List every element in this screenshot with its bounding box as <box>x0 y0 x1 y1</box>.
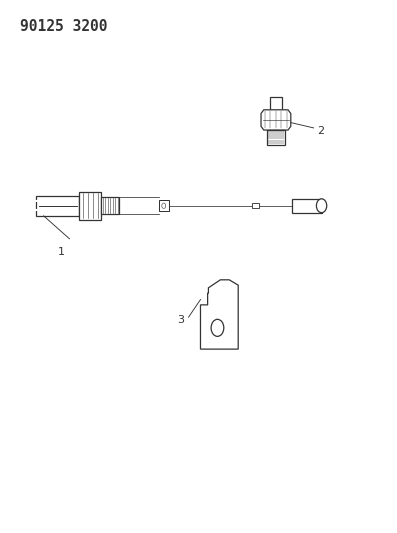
Bar <box>252 203 259 208</box>
Text: 90125 3200: 90125 3200 <box>20 19 107 34</box>
Bar <box>79 192 101 220</box>
Text: 1: 1 <box>58 247 65 257</box>
Circle shape <box>162 203 166 208</box>
Bar <box>270 97 282 112</box>
Bar <box>292 199 322 213</box>
Bar <box>36 196 79 216</box>
Bar <box>101 197 119 214</box>
Text: 2: 2 <box>318 126 325 135</box>
Polygon shape <box>261 110 291 130</box>
Text: 3: 3 <box>177 315 185 325</box>
Bar <box>267 130 285 145</box>
Polygon shape <box>200 280 238 349</box>
Bar <box>159 200 169 211</box>
Circle shape <box>211 319 224 336</box>
Circle shape <box>316 199 327 213</box>
Bar <box>119 197 159 214</box>
